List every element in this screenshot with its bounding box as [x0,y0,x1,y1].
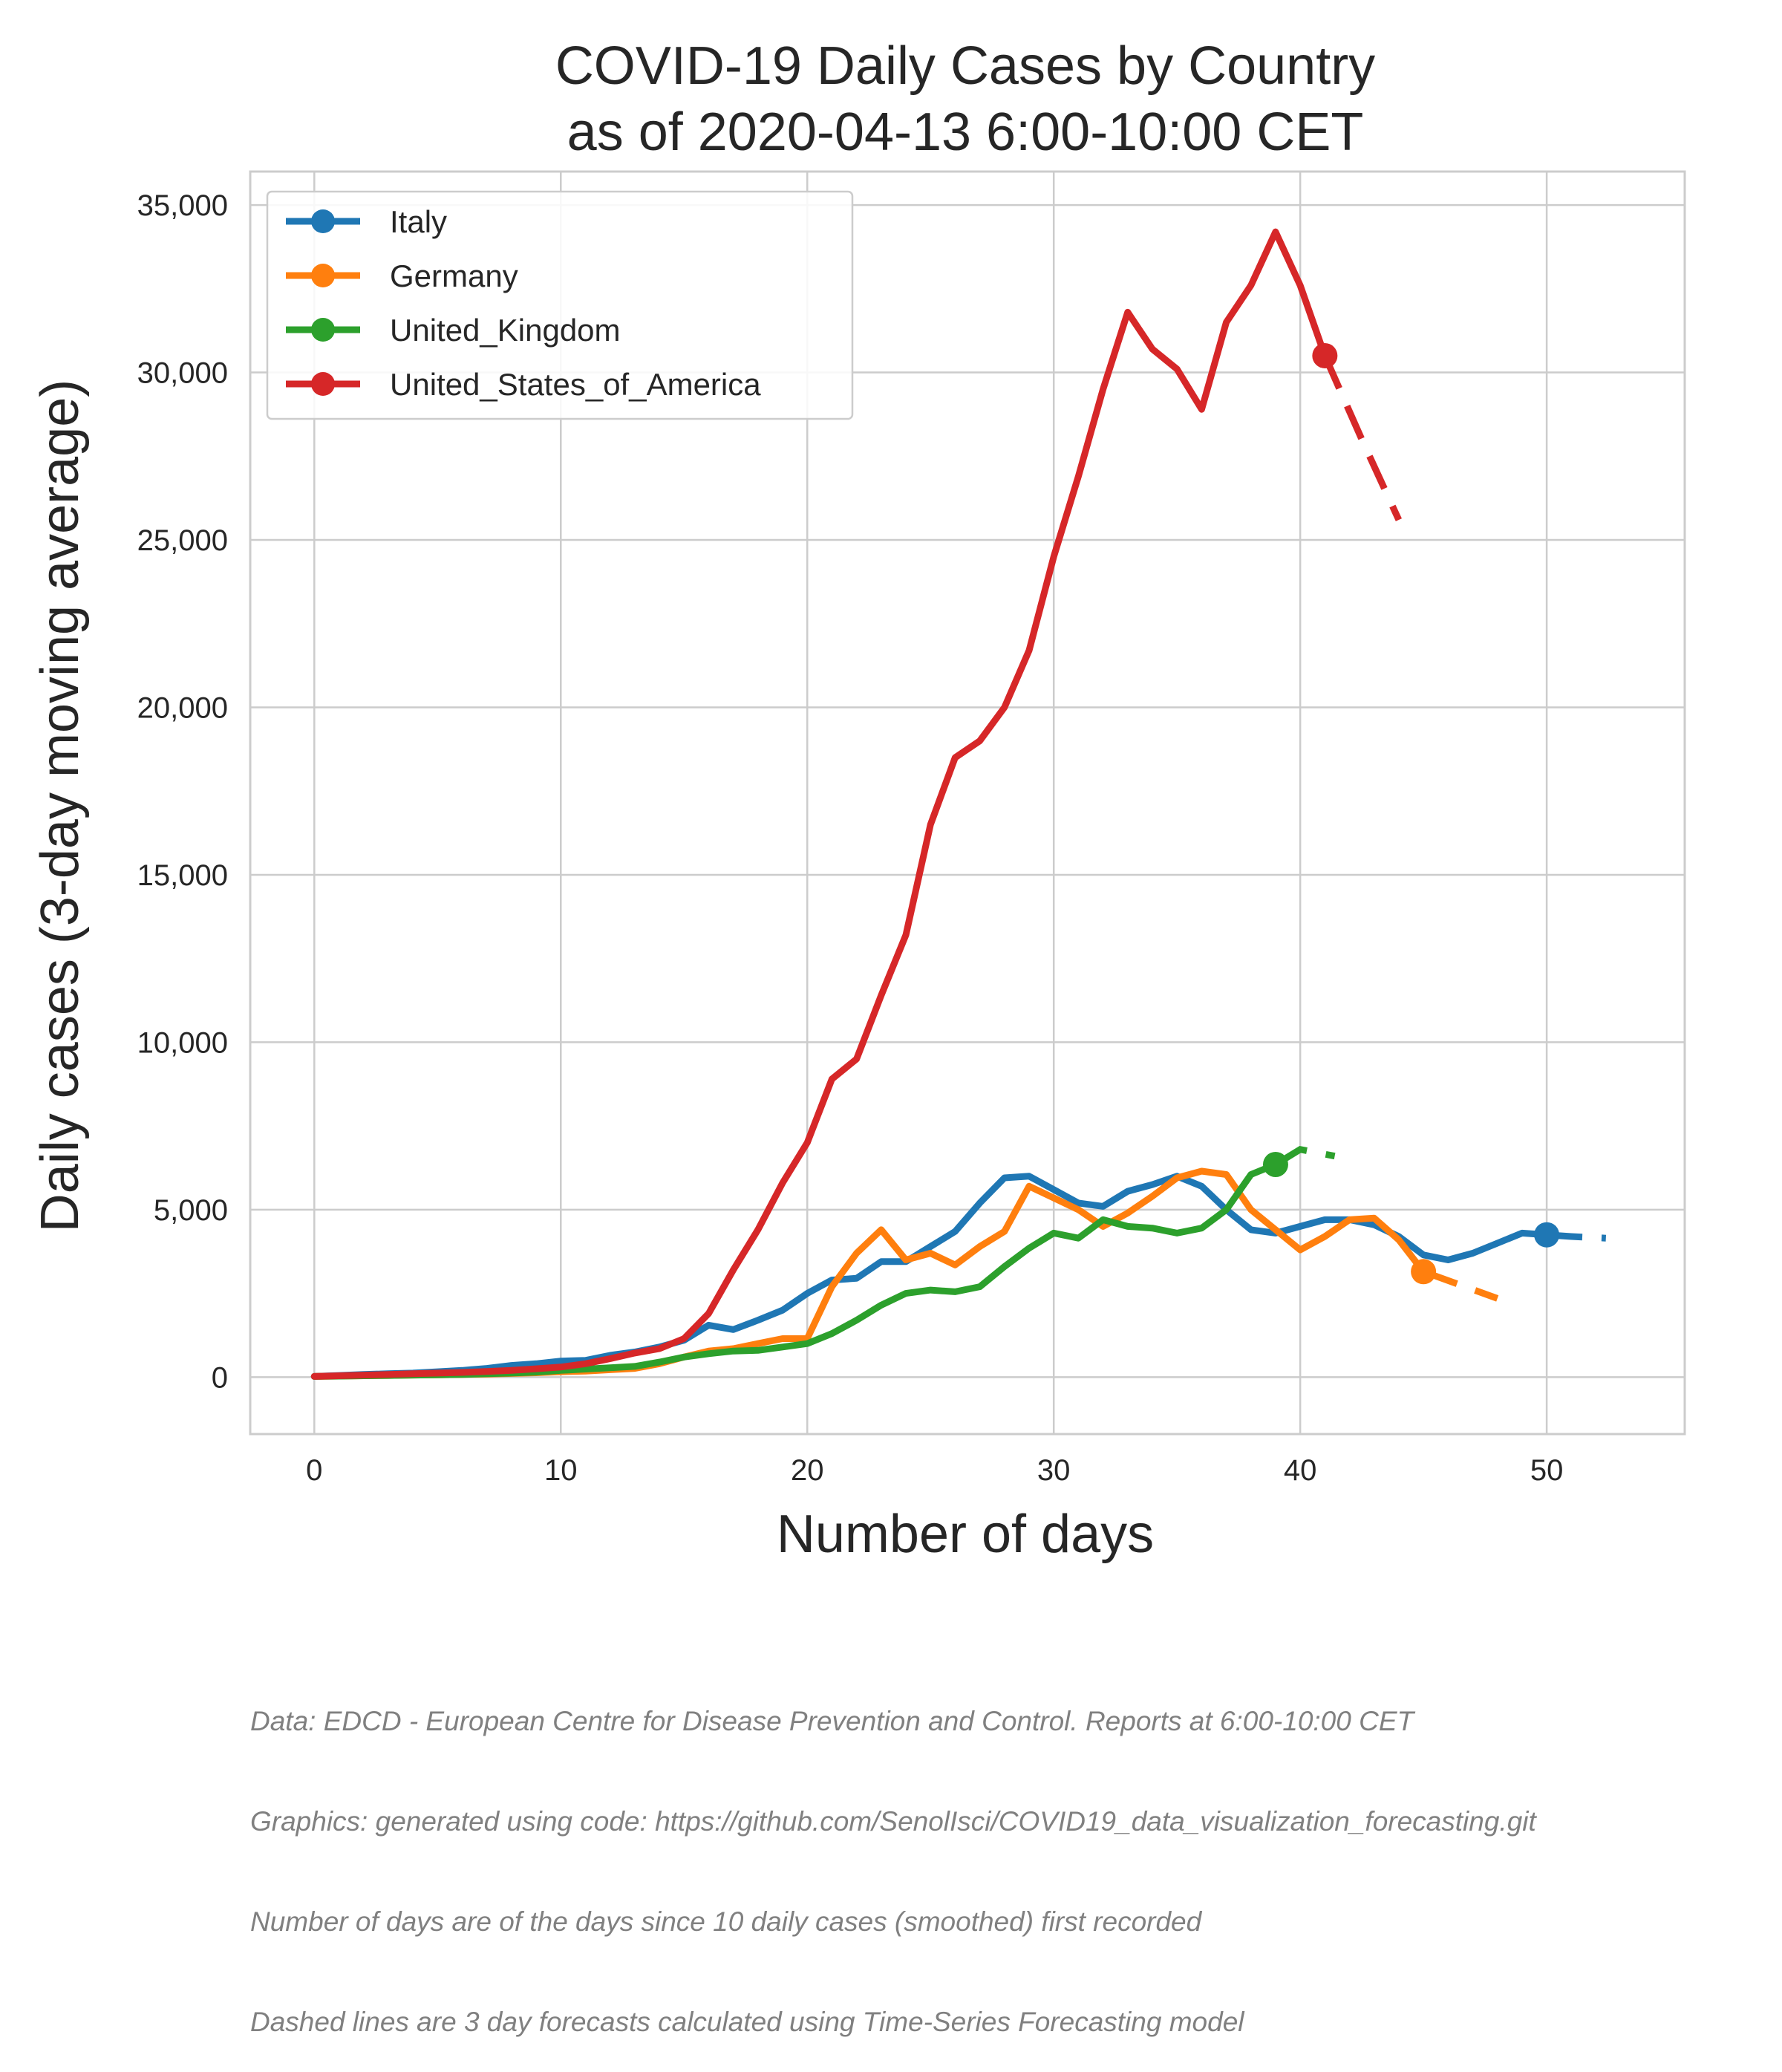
chart-title-line-1: COVID-19 Daily Cases by Country [555,36,1375,96]
footer-line-graphics: Graphics: generated using code: https://… [250,1806,1536,1837]
y-tick-label: 35,000 [137,189,228,222]
chart: COVID-19 Daily Cases by Country as of 20… [30,36,1686,1564]
y-tick-label: 20,000 [137,691,228,724]
legend-label-germany: Germany [390,258,518,293]
x-tick-label: 30 [1037,1454,1071,1487]
last-point-marker-united-states-of-america [1312,343,1338,369]
footer-line-data-source: Data: EDCD - European Centre for Disease… [250,1706,1414,1736]
last-point-marker-germany [1411,1259,1437,1285]
x-tick-label: 10 [544,1454,578,1487]
x-tick-label: 20 [791,1454,824,1487]
footer-line-days-definition: Number of days are of the days since 10 … [250,1906,1202,1937]
legend-swatch-marker-united-states-of-america [311,372,335,396]
footer-line-forecast-note: Dashed lines are 3 day forecasts calcula… [250,2007,1244,2037]
x-tick-label: 0 [306,1454,322,1487]
legend-label-united-kingdom: United_Kingdom [390,313,621,348]
y-tick-label: 25,000 [137,524,228,557]
y-tick-label: 15,000 [137,859,228,892]
forecast-line-germany [1422,1268,1499,1302]
last-point-marker-united-kingdom [1262,1152,1288,1178]
series-lines [310,228,1607,1380]
y-tick-label: 0 [212,1361,228,1394]
x-tick-label: 50 [1530,1454,1564,1487]
legend-label-united-states-of-america: United_States_of_America [390,367,761,402]
y-tick-label: 30,000 [137,357,228,390]
y-tick-label: 5,000 [154,1194,228,1227]
legend-swatch-marker-germany [311,264,335,287]
tick-labels: 0 10 20 30 40 50 0 5,000 10,000 15,000 20,000 25,00… [137,189,1564,1487]
last-point-marker-italy [1534,1222,1560,1248]
legend: Italy Germany United_Kingdom United_States_… [266,190,854,420]
legend-label-italy: Italy [390,204,447,239]
legend-box [266,190,854,420]
legend-swatch-marker-united-kingdom [311,318,335,342]
legend-swatch-marker-italy [311,209,335,233]
x-axis-label: Number of days [777,1505,1154,1564]
chart-title-line-2: as of 2020-04-13 6:00-10:00 CET [567,102,1364,162]
footer-notes: Data: EDCD - European Centre for Disease… [250,1638,1536,2072]
x-tick-label: 40 [1284,1454,1317,1487]
forecast-line-united-states-of-america [1322,354,1402,521]
series-line-italy [310,1173,1550,1380]
y-tick-label: 10,000 [137,1026,228,1059]
y-axis-label: Daily cases (3-day moving average) [30,379,90,1232]
series-line-united-states-of-america [310,228,1328,1380]
